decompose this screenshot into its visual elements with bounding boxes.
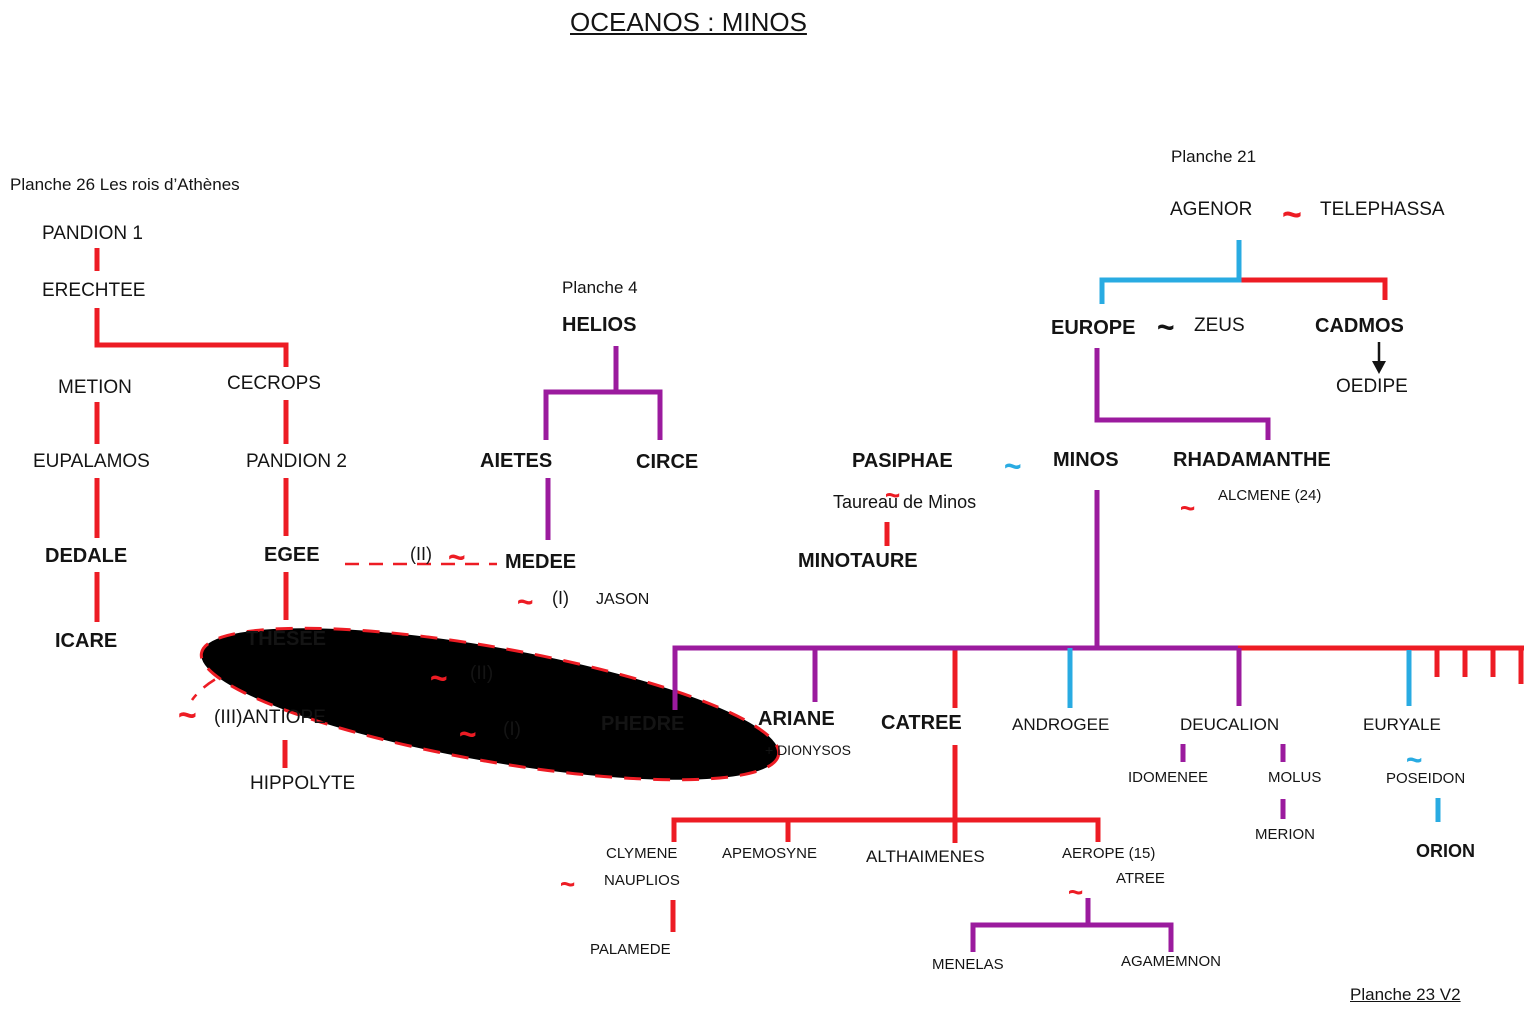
node-icare: ICARE	[55, 630, 118, 652]
union-rank-thesee-phedre: (II)	[470, 663, 494, 684]
union-tilde-egee-medee: ~	[448, 538, 466, 577]
node-thesee: THESEE	[246, 628, 327, 650]
node-althaimenes: ALTHAIMENES	[866, 847, 985, 866]
node-phedre: PHEDRE	[601, 713, 685, 735]
node-agenor: AGENOR	[1170, 199, 1253, 220]
union-tilde-rhadamanthe-alcmene: ~	[1180, 490, 1196, 526]
union-tilde-thesee-ariane: ~	[459, 715, 477, 754]
node-zeus: ZEUS	[1194, 315, 1245, 336]
node-metion: METION	[58, 377, 132, 398]
union-tilde-medee-jason: ~	[517, 583, 534, 620]
annotation-planche26: Planche 26 Les rois d’Athènes	[10, 175, 240, 194]
node-catree: CATREE	[881, 712, 962, 734]
cyan-lineage-lines	[1067, 240, 1441, 822]
arrow-down-icon	[1372, 361, 1386, 374]
node-menelas: MENELAS	[932, 956, 1004, 973]
annotation-planche21: Planche 21	[1171, 147, 1257, 166]
node-medee: MEDEE	[505, 551, 577, 573]
node-taureau: Taureau de Minos	[833, 492, 977, 512]
purple-lineage-lines	[543, 346, 1286, 952]
node-androgee: ANDROGEE	[1012, 715, 1110, 734]
node-pandion1: PANDION 1	[42, 223, 144, 244]
node-merion: MERION	[1255, 826, 1315, 843]
node-erechtee: ERECHTEE	[42, 280, 146, 301]
node-agamemnon: AGAMEMNON	[1121, 953, 1222, 970]
node-orion: ORION	[1416, 841, 1476, 861]
node-aietes: AIETES	[480, 450, 553, 472]
node-clymene: CLYMENE	[606, 845, 678, 862]
red-lineage-lines	[94, 248, 1524, 932]
node-dedale: DEDALE	[45, 545, 128, 567]
node-helios: HELIOS	[562, 314, 637, 336]
node-minotaure: MINOTAURE	[798, 550, 918, 572]
page-title: OCEANOS : MINOS	[570, 7, 807, 37]
node-alcmene: ALCMENE (24)	[1218, 487, 1322, 504]
node-nauplios: NAUPLIOS	[604, 872, 680, 889]
union-tilde-pasiphae-taureau: ~	[885, 477, 901, 513]
node-oedipe: OEDIPE	[1336, 376, 1408, 397]
node-cecrops: CECROPS	[227, 373, 321, 394]
red-dashed-union-lines	[190, 562, 781, 782]
node-europe: EUROPE	[1051, 317, 1136, 339]
cadmos-oedipe-arrow	[1372, 342, 1386, 374]
annotation-planche4: Planche 4	[562, 278, 638, 297]
union-tilde-pasiphae-minos: ~	[1004, 447, 1022, 486]
node-pasiphae: PASIPHAE	[852, 450, 953, 472]
node-minos: MINOS	[1053, 449, 1119, 471]
node-telephassa: TELEPHASSA	[1320, 199, 1445, 220]
node-rhadamanthe: RHADAMANTHE	[1173, 449, 1331, 471]
union-tilde-clymene-nauplios: ~	[560, 866, 576, 902]
node-dionysos: + DIONYSOS	[765, 742, 851, 758]
node-egee: EGEE	[264, 544, 320, 566]
node-deucalion: DEUCALION	[1180, 715, 1280, 734]
node-ariane: ARIANE	[758, 708, 835, 730]
union-rank-medee-jason: (I)	[552, 588, 569, 608]
node-apemosyne: APEMOSYNE	[722, 845, 818, 862]
node-jason: JASON	[596, 591, 650, 608]
node-poseidon: POSEIDON	[1386, 770, 1466, 787]
union-rank-thesee-ariane: (I)	[503, 719, 521, 740]
node-euryale: EURYALE	[1363, 715, 1441, 734]
union-tilde-euryale-poseidon: ~	[1406, 741, 1423, 778]
annotation-planche23: Planche 23 V2	[1350, 985, 1461, 1004]
node-hippolyte: HIPPOLYTE	[250, 773, 356, 794]
node-atree: ATREE	[1116, 870, 1165, 887]
node-palamede: PALAMEDE	[590, 941, 671, 958]
node-antiope: (III)ANTIOPE	[214, 707, 326, 728]
union-tilde-agenor-telephassa: ~	[1282, 193, 1302, 237]
union-rank-egee-medee: (II)	[410, 544, 432, 564]
union-tilde-thesee-antiope: ~	[178, 694, 197, 736]
node-molus: MOLUS	[1268, 769, 1322, 786]
union-tilde-thesee-phedre: ~	[430, 659, 448, 698]
node-circe: CIRCE	[636, 451, 699, 473]
node-eupalamos: EUPALAMOS	[33, 451, 150, 472]
union-tilde-europe-zeus: ~	[1157, 308, 1175, 347]
node-aerope: AEROPE (15)	[1062, 845, 1156, 862]
node-cadmos: CADMOS	[1315, 315, 1404, 337]
node-idomenee: IDOMENEE	[1128, 769, 1209, 786]
node-pandion2: PANDION 2	[246, 451, 348, 472]
union-tilde-aerope-atree: ~	[1068, 874, 1084, 910]
